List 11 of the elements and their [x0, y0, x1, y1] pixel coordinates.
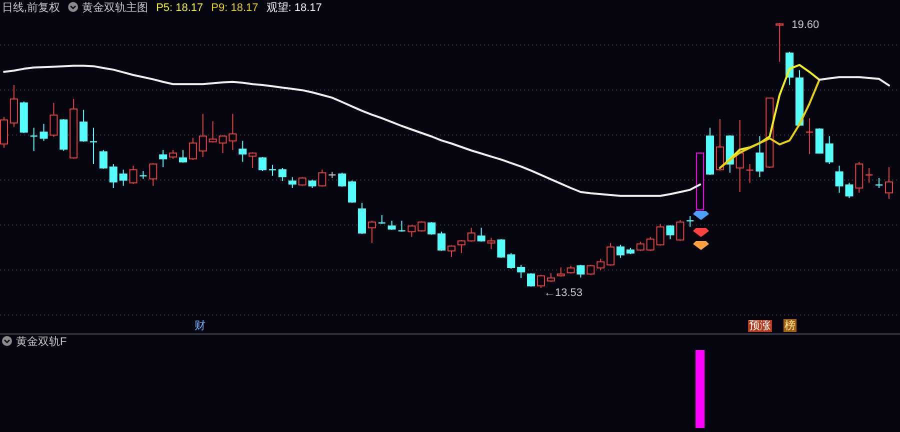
text: 榜 — [784, 319, 796, 332]
annotation: ←13.53 — [544, 287, 582, 299]
chart-title: 黄金双轨F — [16, 335, 67, 348]
text: 预涨 — [749, 320, 771, 332]
chart-title: 日线,前复权 — [2, 1, 60, 14]
chart-subtitle: 黄金双轨主图 — [82, 1, 148, 14]
text: 财 — [194, 319, 206, 332]
text: P9: 18.17 — [211, 2, 258, 14]
text: P5: 18.17 — [156, 2, 204, 14]
annotation: 19.60 — [792, 19, 820, 31]
text: 观望: 18.17 — [266, 1, 322, 14]
